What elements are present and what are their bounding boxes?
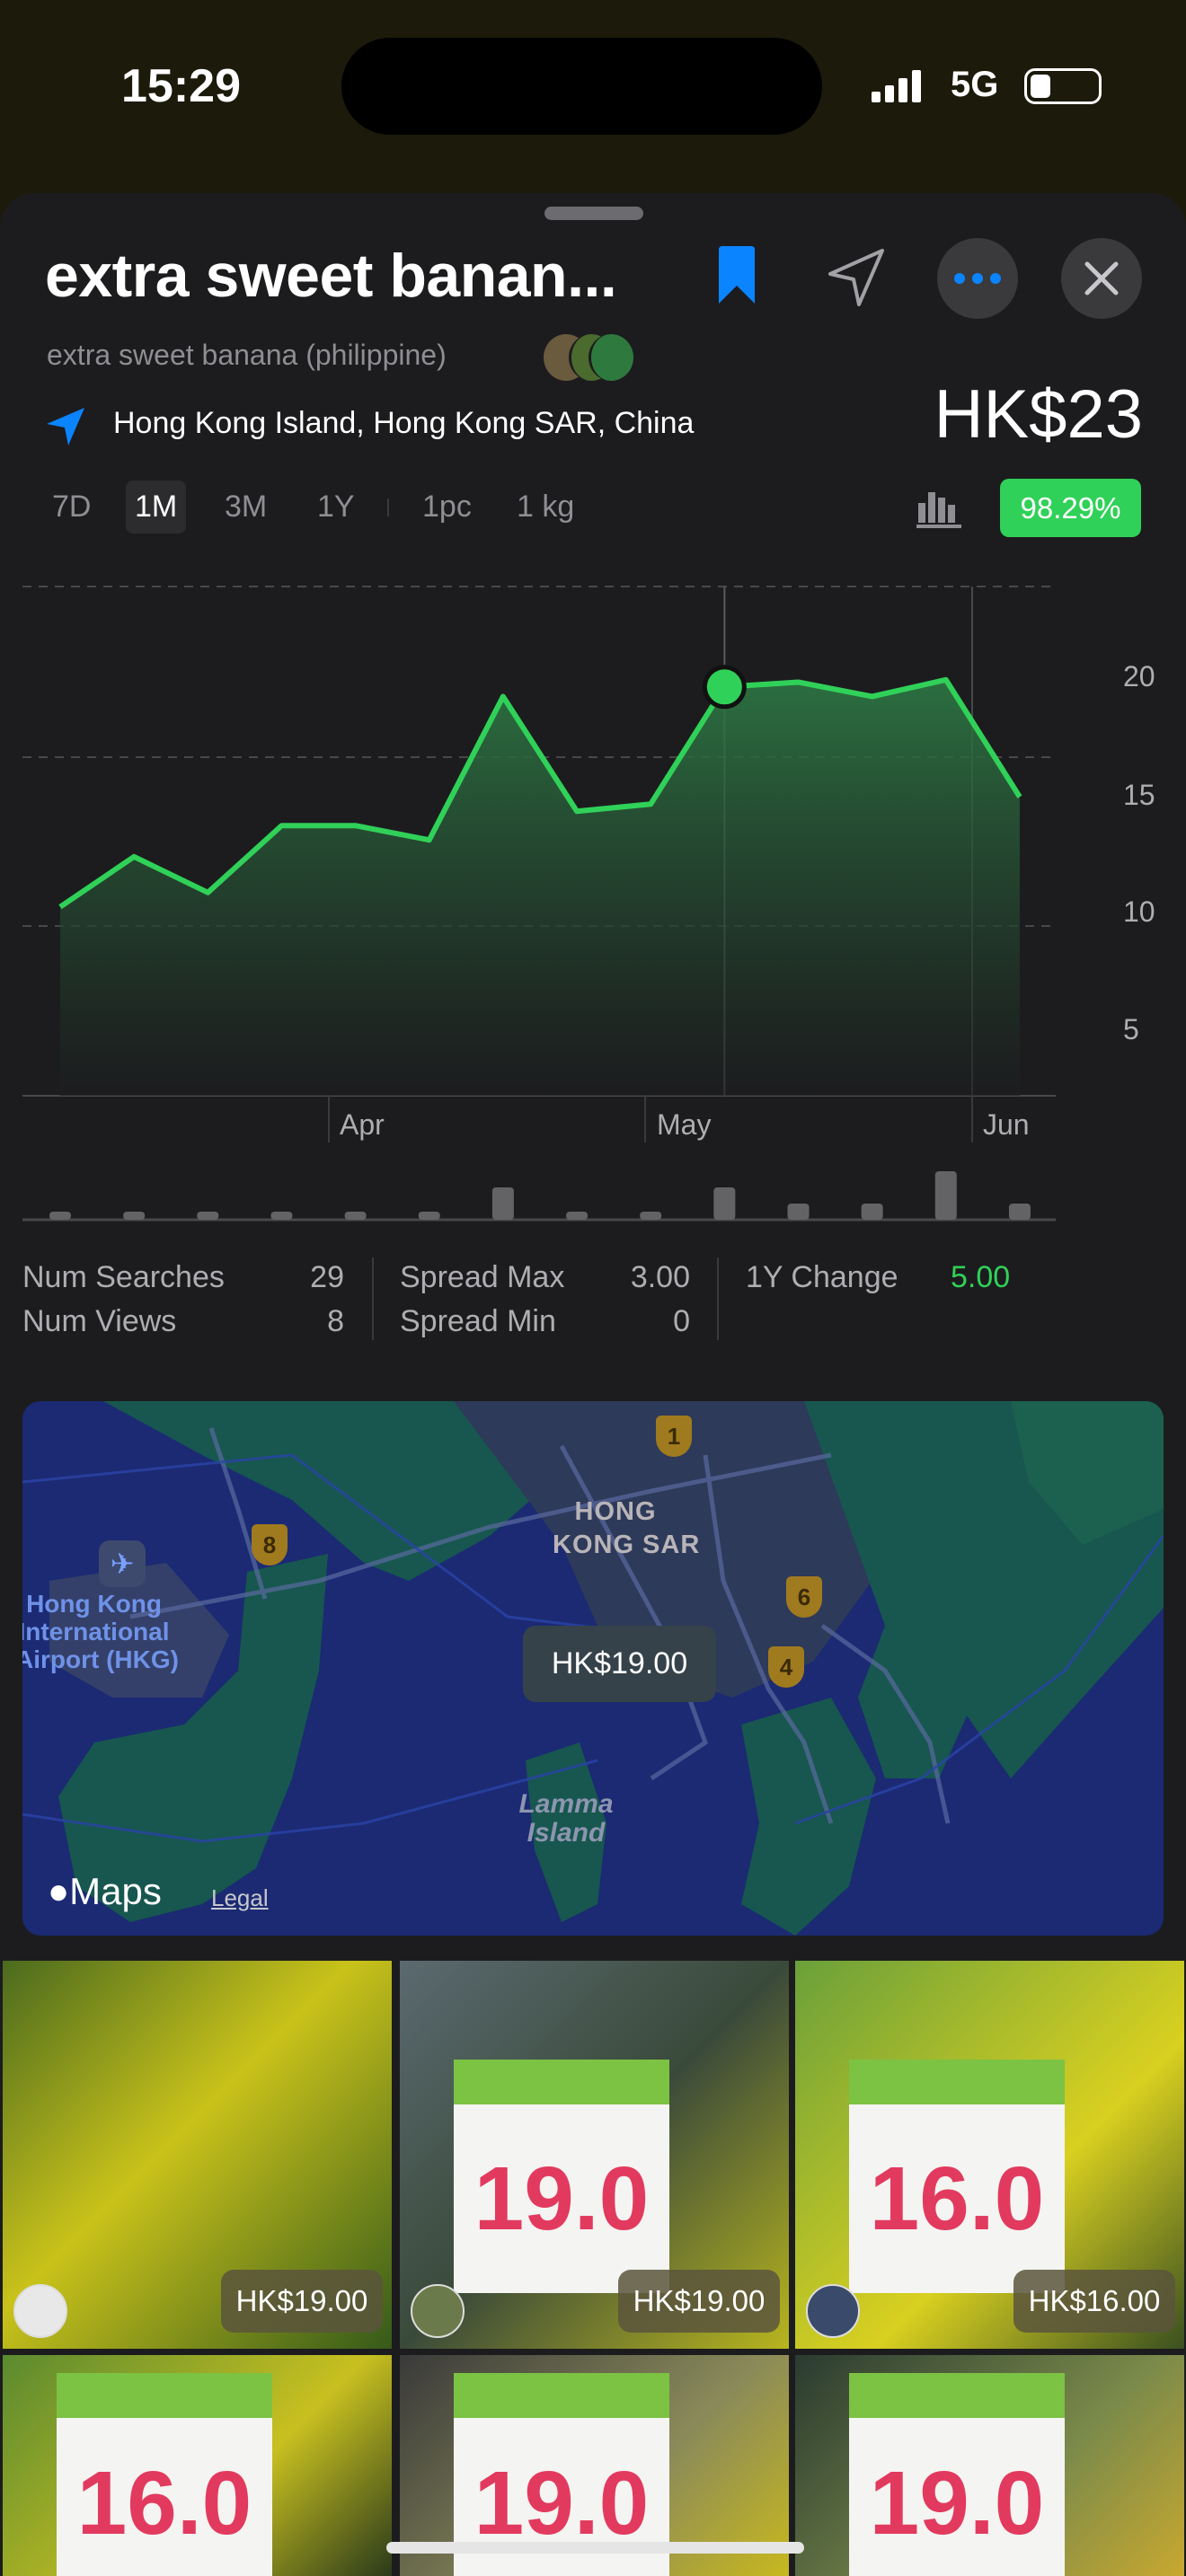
volume-bar	[640, 1212, 662, 1220]
photo-price: HK$19.00	[618, 2270, 780, 2333]
volume-bar	[270, 1212, 293, 1220]
num-views-label: Num Views	[22, 1304, 177, 1338]
price-sign: 19.0	[849, 2373, 1065, 2576]
num-searches-label: Num Searches	[22, 1260, 225, 1294]
share-location-icon[interactable]	[825, 247, 888, 314]
map-terrain	[22, 1401, 1164, 1936]
route-shield: 8	[252, 1524, 288, 1566]
photo-tile[interactable]: HK$19.00	[3, 1961, 392, 2349]
photo-tile[interactable]: 16.0	[3, 2355, 392, 2576]
contributor-avatars[interactable]	[544, 334, 642, 381]
stat-divider	[717, 1257, 719, 1340]
route-shield: 4	[768, 1646, 804, 1688]
airport-icon: ✈	[99, 1540, 146, 1587]
x-tick-jun: Jun	[983, 1108, 1030, 1141]
range-1y[interactable]: 1Y	[317, 490, 355, 524]
uploader-avatar[interactable]	[411, 2284, 465, 2338]
network-label: 5G	[951, 65, 999, 104]
price-sign: 16.0	[57, 2373, 272, 2576]
current-price: HK$23	[934, 376, 1143, 453]
spread-max-value: 3.00	[630, 1260, 690, 1294]
price-chart[interactable]	[0, 557, 1186, 1239]
close-button[interactable]	[1061, 238, 1142, 319]
change-value: 5.00	[951, 1260, 1011, 1294]
y-tick-5: 5	[1123, 1013, 1139, 1045]
price-sign: 16.0	[849, 2060, 1065, 2293]
signal-icon	[872, 70, 922, 102]
selected-point-marker	[702, 665, 747, 710]
bookmark-icon[interactable]	[717, 246, 757, 308]
apple-maps-logo: ● Maps	[48, 1870, 162, 1912]
sheet-grabber[interactable]	[544, 207, 643, 220]
unit-1kg[interactable]: 1 kg	[517, 490, 575, 524]
ellipsis-icon	[954, 273, 1001, 284]
apple-icon: ●	[48, 1871, 70, 1911]
location-arrow-icon	[45, 406, 86, 452]
percentile-badge: 98.29%	[1000, 479, 1141, 537]
num-searches-value: 29	[310, 1260, 344, 1294]
volume-bar	[934, 1171, 957, 1220]
volume-bar	[787, 1204, 810, 1220]
photo-tile[interactable]: 19.0	[400, 2355, 789, 2576]
photo-tile[interactable]: 16.0 HK$16.00	[795, 1961, 1184, 2349]
volume-bar	[49, 1212, 71, 1220]
close-icon	[1084, 261, 1119, 296]
photo-tile[interactable]: 19.0	[795, 2355, 1184, 2576]
clock: 15:29	[121, 60, 241, 112]
volume-bar	[491, 1187, 514, 1220]
range-1m[interactable]: 1M	[126, 481, 187, 534]
photo-price: HK$19.00	[221, 2270, 383, 2333]
map-view[interactable]: 1 8 6 4 HONG KONG SAR ✈ Hong Kong Intern…	[22, 1401, 1164, 1936]
photo-tile[interactable]: 19.0 HK$19.00	[400, 1961, 789, 2349]
unit-1pc[interactable]: 1pc	[422, 490, 472, 524]
map-city-label: HONG KONG SAR	[553, 1497, 701, 1559]
spread-min-value: 0	[673, 1304, 690, 1338]
price-area	[60, 679, 1020, 1096]
uploader-avatar[interactable]	[806, 2284, 860, 2338]
uploader-avatar[interactable]	[13, 2284, 67, 2338]
x-tick-apr: Apr	[340, 1108, 385, 1141]
volume-bar	[123, 1212, 146, 1220]
battery-icon	[1024, 68, 1102, 104]
dynamic-island	[341, 38, 822, 135]
tab-divider	[387, 498, 389, 516]
volume-bar	[1008, 1204, 1031, 1220]
spread-max-label: Spread Max	[400, 1260, 565, 1294]
bar-chart-icon[interactable]	[916, 487, 963, 533]
volume-bar	[418, 1212, 440, 1220]
x-tick-may: May	[657, 1108, 712, 1141]
location-text[interactable]: Hong Kong Island, Hong Kong SAR, China	[113, 406, 695, 440]
photo-price: HK$16.00	[1013, 2270, 1175, 2333]
volume-bar	[197, 1212, 219, 1220]
y-tick-10: 10	[1123, 895, 1155, 928]
range-3m[interactable]: 3M	[225, 490, 268, 524]
route-shield: 1	[656, 1416, 692, 1457]
route-shield: 6	[786, 1576, 822, 1618]
volume-bar	[344, 1212, 367, 1220]
change-label: 1Y Change	[746, 1260, 898, 1294]
volume-bar	[713, 1187, 736, 1220]
volume-bar	[861, 1204, 883, 1220]
price-line	[58, 676, 1022, 910]
stat-divider	[372, 1257, 374, 1340]
page-title: extra sweet banan...	[45, 242, 617, 310]
y-tick-20: 20	[1123, 660, 1155, 693]
home-indicator	[386, 2542, 804, 2554]
volume-bar	[566, 1212, 589, 1220]
subtitle: extra sweet banana (philippine)	[47, 339, 447, 371]
legal-link[interactable]: Legal	[211, 1884, 269, 1911]
map-island-label: Lamma Island	[518, 1789, 614, 1848]
map-price-pin[interactable]: HK$19.00	[523, 1626, 716, 1702]
range-7d[interactable]: 7D	[52, 490, 92, 524]
num-views-value: 8	[327, 1304, 344, 1338]
price-sign: 19.0	[454, 2060, 669, 2293]
map-airport-label: Hong Kong International Airport (HKG)	[22, 1590, 179, 1673]
more-button[interactable]	[937, 238, 1018, 319]
y-tick-15: 15	[1123, 779, 1155, 811]
spread-min-label: Spread Min	[400, 1304, 556, 1338]
